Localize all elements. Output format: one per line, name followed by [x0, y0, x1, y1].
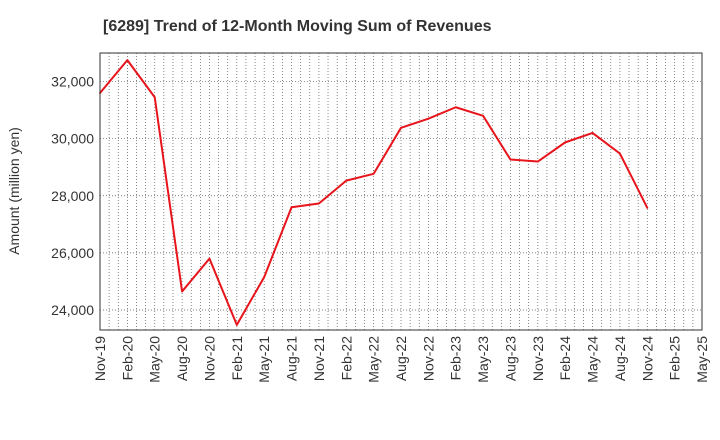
series-layer — [99, 59, 649, 326]
x-tick-label: Nov-24 — [639, 336, 655, 381]
x-tick-label: May-20 — [147, 336, 163, 383]
x-tick-label: Feb-22 — [338, 336, 354, 381]
x-tick-label: Nov-21 — [311, 336, 327, 381]
x-axis-ticks: Nov-19 Feb-20 May-20 Aug-20 Nov-20 Feb-21 May-… — [92, 336, 710, 383]
x-tick-label: May-24 — [585, 336, 601, 383]
x-tick-label: May-22 — [366, 336, 382, 383]
x-tick-label: Feb-21 — [229, 336, 245, 381]
x-tick-label: Feb-20 — [119, 336, 135, 381]
series-line — [99, 59, 649, 326]
y-tick-label: 32,000 — [51, 74, 94, 90]
x-tick-label: Nov-19 — [92, 336, 108, 381]
plot-frame — [99, 52, 703, 331]
x-tick-label: Nov-22 — [420, 336, 436, 381]
x-tick-label: Nov-20 — [201, 336, 217, 381]
x-tick-label: Feb-23 — [448, 336, 464, 381]
x-tick-label: May-23 — [475, 336, 491, 383]
x-tick-label: Aug-21 — [284, 336, 300, 381]
y-tick-label: 30,000 — [51, 131, 94, 147]
grid — [100, 53, 702, 330]
x-tick-label: Aug-24 — [612, 336, 628, 381]
x-tick-label: Aug-22 — [393, 336, 409, 381]
x-tick-label: Nov-23 — [530, 336, 546, 381]
y-tick-label: 28,000 — [51, 188, 94, 204]
x-tick-label: May-21 — [256, 336, 272, 383]
x-tick-label: Aug-23 — [502, 336, 518, 381]
y-axis-ticks: 24,000 26,000 28,000 30,000 32,000 — [51, 74, 94, 318]
y-axis-label: Amount (million yen) — [6, 127, 22, 255]
x-tick-label: Aug-20 — [174, 336, 190, 381]
x-tick-label: Feb-24 — [557, 336, 573, 381]
y-tick-label: 26,000 — [51, 245, 94, 261]
x-tick-label: May-25 — [694, 336, 710, 383]
y-tick-label: 24,000 — [51, 302, 94, 318]
chart-title: [6289] Trend of 12-Month Moving Sum of R… — [103, 18, 492, 35]
x-tick-label: Feb-25 — [667, 336, 683, 381]
